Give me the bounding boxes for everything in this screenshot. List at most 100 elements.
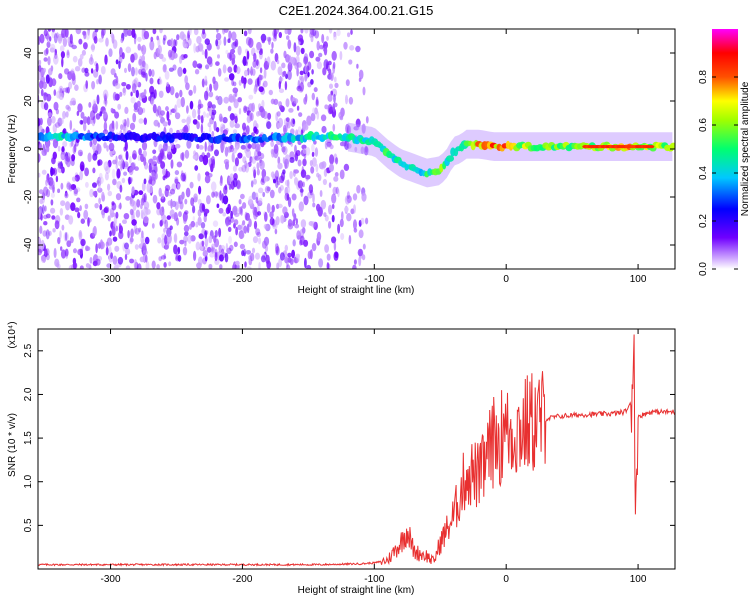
noise-speck xyxy=(38,153,41,163)
noise-speck xyxy=(162,142,168,152)
noise-speck xyxy=(161,57,167,62)
noise-speck xyxy=(296,105,300,111)
noise-speck xyxy=(211,191,216,198)
noise-speck xyxy=(145,254,148,263)
noise-speck xyxy=(77,58,83,67)
noise-speck xyxy=(70,158,75,167)
noise-speck xyxy=(329,154,335,165)
noise-speck xyxy=(221,193,225,204)
noise-speck xyxy=(302,181,305,188)
noise-speck xyxy=(261,168,267,179)
noise-speck xyxy=(245,212,251,221)
noise-speck xyxy=(174,104,178,115)
noise-speck xyxy=(241,250,245,257)
noise-speck xyxy=(102,129,109,135)
noise-speck xyxy=(148,174,152,185)
noise-speck xyxy=(309,29,314,36)
noise-speck xyxy=(320,114,327,122)
noise-speck xyxy=(353,227,358,233)
noise-speck xyxy=(350,208,355,215)
noise-speck xyxy=(365,116,369,124)
noise-speck xyxy=(263,68,267,79)
noise-speck xyxy=(215,39,219,47)
noise-speck xyxy=(224,252,229,263)
noise-speck xyxy=(123,161,129,168)
noise-speck xyxy=(157,122,161,128)
noise-speck xyxy=(281,146,286,153)
noise-speck xyxy=(271,41,274,49)
noise-speck xyxy=(83,209,89,220)
noise-speck xyxy=(252,60,257,68)
noise-speck xyxy=(43,214,48,220)
noise-speck xyxy=(315,99,319,107)
noise-speck xyxy=(296,62,302,68)
noise-speck xyxy=(303,56,309,65)
noise-speck xyxy=(242,55,247,67)
noise-speck xyxy=(237,152,243,159)
noise-speck xyxy=(232,165,237,172)
noise-speck xyxy=(195,221,199,228)
noise-speck xyxy=(270,140,275,147)
noise-speck xyxy=(258,262,261,269)
noise-speck xyxy=(297,79,301,90)
noise-speck xyxy=(228,235,233,245)
noise-speck xyxy=(103,207,109,214)
noise-speck xyxy=(284,80,288,91)
noise-speck xyxy=(143,201,150,210)
noise-speck xyxy=(312,107,316,115)
noise-speck xyxy=(118,223,122,230)
noise-speck xyxy=(286,29,292,35)
noise-speck xyxy=(262,191,266,198)
noise-speck xyxy=(252,166,256,174)
noise-speck xyxy=(70,202,76,212)
noise-speck xyxy=(177,66,183,77)
noise-speck xyxy=(266,121,272,130)
noise-speck xyxy=(197,172,201,182)
noise-speck xyxy=(72,261,77,269)
noise-speck xyxy=(98,176,104,185)
noise-speck xyxy=(90,44,96,51)
noise-speck xyxy=(45,248,50,256)
noise-speck xyxy=(50,207,56,214)
noise-speck xyxy=(309,189,314,196)
noise-speck xyxy=(344,139,350,151)
noise-speck xyxy=(269,217,275,226)
noise-speck xyxy=(219,179,223,186)
noise-speck xyxy=(216,203,220,209)
noise-speck xyxy=(306,65,310,72)
noise-speck xyxy=(85,245,89,252)
noise-speck xyxy=(235,145,239,151)
noise-speck xyxy=(186,116,191,125)
noise-speck xyxy=(205,171,210,177)
noise-speck xyxy=(204,48,208,59)
noise-speck xyxy=(50,180,55,189)
noise-speck xyxy=(166,82,169,87)
noise-speck xyxy=(150,36,154,42)
noise-speck xyxy=(298,112,303,117)
noise-speck xyxy=(91,80,96,90)
noise-speck xyxy=(289,171,293,179)
noise-speck xyxy=(227,38,231,43)
noise-speck xyxy=(92,167,96,174)
noise-speck xyxy=(42,67,47,73)
noise-speck xyxy=(45,213,51,219)
noise-speck xyxy=(119,202,122,210)
noise-speck xyxy=(334,172,339,177)
noise-speck xyxy=(309,160,313,167)
noise-speck xyxy=(38,125,43,135)
noise-speck xyxy=(273,29,280,35)
noise-speck xyxy=(281,62,286,69)
noise-speck xyxy=(95,62,99,73)
noise-speck xyxy=(256,231,262,237)
noise-speck xyxy=(170,198,173,209)
noise-speck xyxy=(316,111,320,120)
noise-speck xyxy=(204,230,208,239)
noise-speck xyxy=(204,90,209,101)
noise-speck xyxy=(299,70,304,76)
noise-speck xyxy=(85,181,89,188)
noise-speck xyxy=(267,112,272,120)
noise-speck xyxy=(222,116,228,124)
noise-speck xyxy=(160,161,166,170)
noise-speck xyxy=(263,223,269,230)
noise-speck xyxy=(325,61,329,70)
